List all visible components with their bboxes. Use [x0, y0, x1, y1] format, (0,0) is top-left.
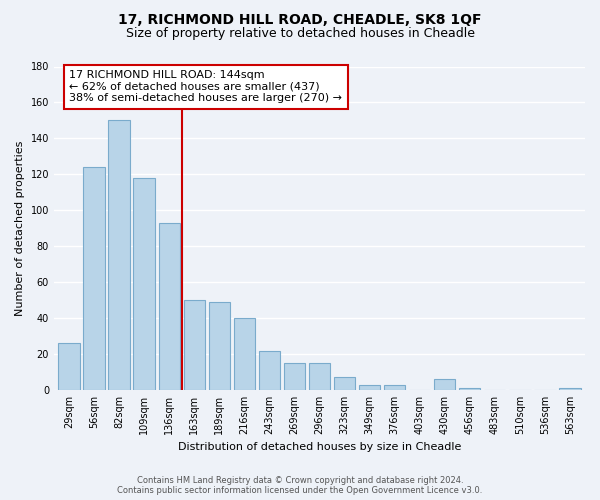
Bar [109, 120, 130, 390]
Text: 17 RICHMOND HILL ROAD: 144sqm
← 62% of detached houses are smaller (437)
38% of : 17 RICHMOND HILL ROAD: 144sqm ← 62% of d… [70, 70, 343, 103]
X-axis label: Distribution of detached houses by size in Cheadle: Distribution of detached houses by size … [178, 442, 461, 452]
Bar [334, 378, 355, 390]
Text: Contains HM Land Registry data © Crown copyright and database right 2024.
Contai: Contains HM Land Registry data © Crown c… [118, 476, 482, 495]
Bar [209, 302, 230, 390]
Bar [284, 363, 305, 390]
Y-axis label: Number of detached properties: Number of detached properties [15, 140, 25, 316]
Bar [233, 318, 255, 390]
Bar [359, 384, 380, 390]
Bar [83, 167, 104, 390]
Bar [434, 380, 455, 390]
Bar [158, 223, 180, 390]
Bar [184, 300, 205, 390]
Text: 17, RICHMOND HILL ROAD, CHEADLE, SK8 1QF: 17, RICHMOND HILL ROAD, CHEADLE, SK8 1QF [118, 12, 482, 26]
Bar [559, 388, 581, 390]
Bar [384, 384, 405, 390]
Bar [133, 178, 155, 390]
Bar [58, 344, 80, 390]
Bar [459, 388, 481, 390]
Bar [259, 350, 280, 390]
Bar [309, 363, 330, 390]
Text: Size of property relative to detached houses in Cheadle: Size of property relative to detached ho… [125, 28, 475, 40]
